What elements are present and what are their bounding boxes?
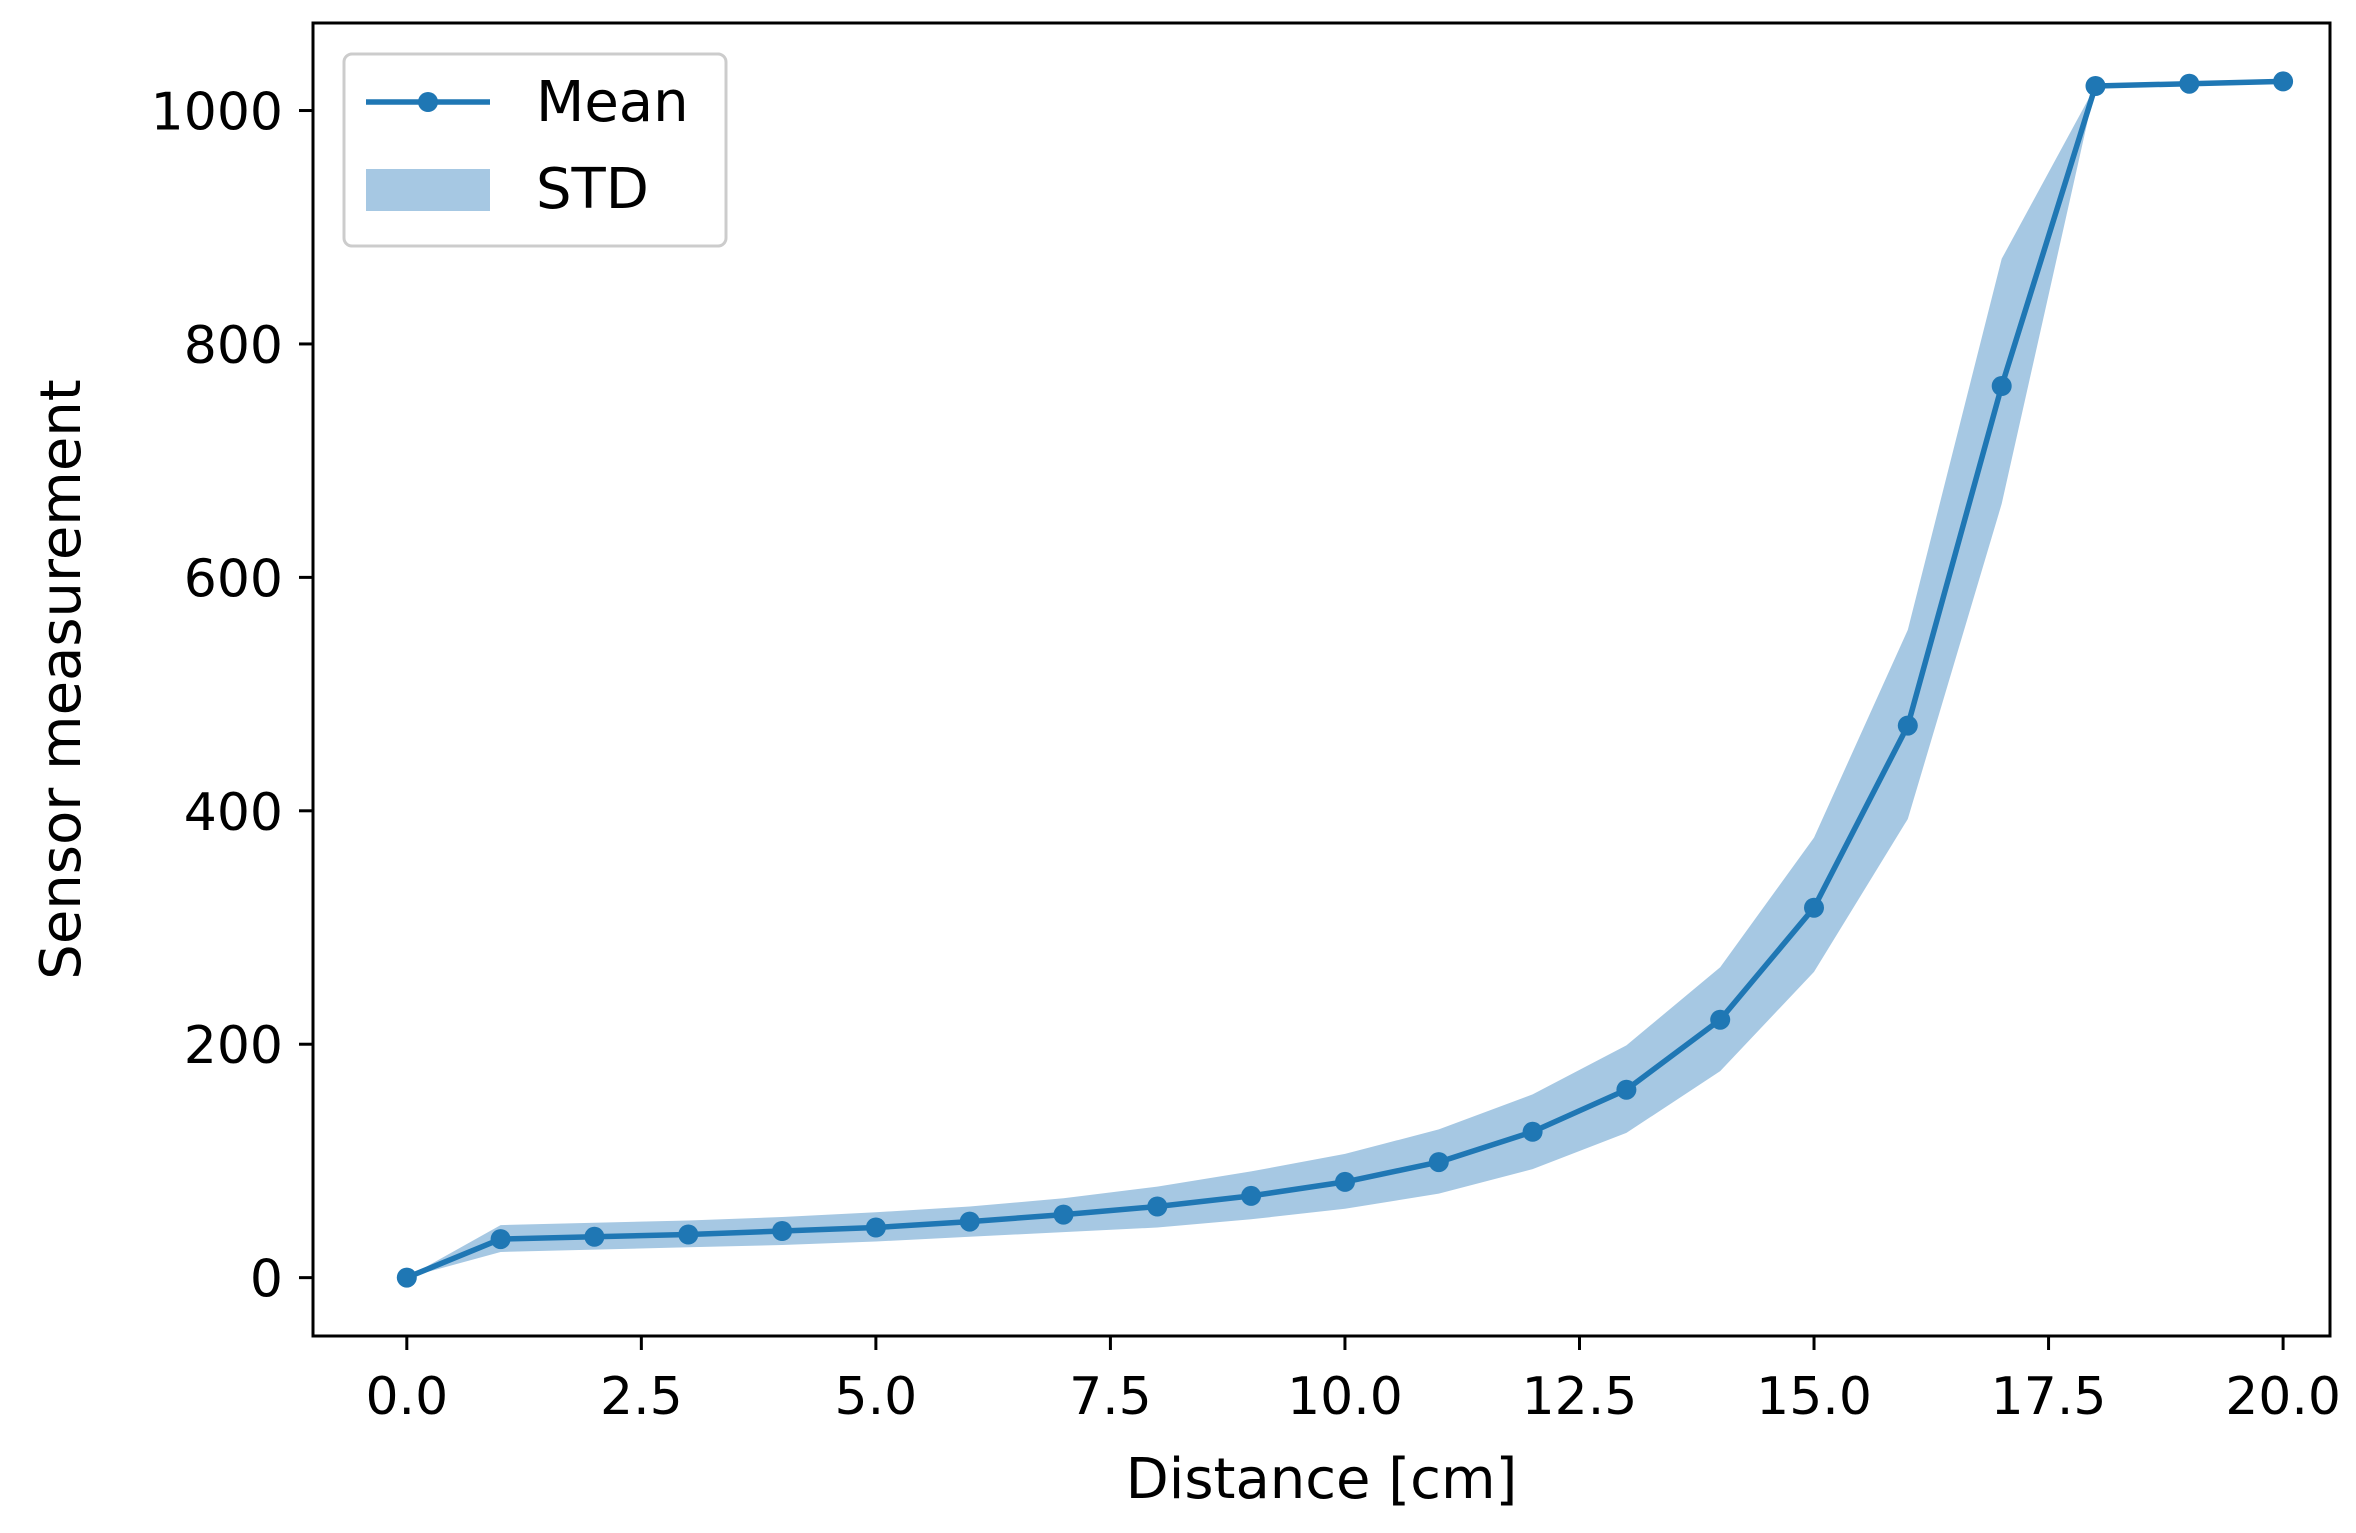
mean-point-6: [959, 1211, 980, 1232]
x-tick-label-0: 0.0: [365, 1367, 448, 1427]
mean-point-10: [1335, 1171, 1355, 1192]
legend-std-swatch: [366, 169, 490, 211]
legend-label-std: STD: [536, 157, 649, 222]
x-tick-label-2: 5.0: [835, 1367, 918, 1427]
mean-point-5: [865, 1217, 886, 1238]
y-tick-label-5: 1000: [151, 83, 283, 143]
mean-point-1: [490, 1229, 511, 1250]
mean-point-17: [1991, 376, 2012, 396]
axes-layer: 0.0 2.5 5.0 7.5 10.0 12.5 15.0 17.5 20.0 0 200 400 6…: [29, 21, 2341, 1512]
plot-frame: [311, 21, 2332, 1338]
mean-point-18: [2085, 76, 2106, 96]
x-tick-label-1: 2.5: [600, 1367, 683, 1427]
x-axis-label: Distance [cm]: [1126, 1447, 1518, 1512]
y-tick-label-1: 200: [184, 1016, 283, 1076]
y-tick-label-2: 400: [184, 783, 283, 843]
y-axis-label: Sensor measurement: [29, 379, 94, 979]
x-tick-label-7: 17.5: [1991, 1367, 2107, 1427]
y-tick-label-0: 0: [250, 1250, 283, 1310]
mean-line-layer: [396, 71, 2294, 1288]
mean-point-2: [584, 1226, 605, 1247]
legend: Mean STD: [342, 52, 728, 248]
y-tick-label-3: 600: [184, 549, 283, 609]
std-band-layer: [406, 81, 2284, 1278]
mean-point-8: [1147, 1196, 1168, 1217]
mean-point-3: [678, 1224, 699, 1245]
mean-point-0: [396, 1267, 417, 1288]
mean-point-12: [1522, 1121, 1543, 1142]
mean-point-13: [1616, 1079, 1637, 1100]
mean-point-14: [1710, 1009, 1731, 1030]
mean-point-7: [1053, 1204, 1074, 1225]
mean-point-9: [1241, 1185, 1262, 1206]
x-tick-label-3: 7.5: [1069, 1367, 1152, 1427]
y-tick-label-4: 800: [184, 316, 283, 376]
x-tick-label-6: 15.0: [1756, 1367, 1872, 1427]
legend-mean-marker-swatch: [418, 92, 438, 112]
legend-label-mean: Mean: [536, 70, 689, 135]
mean-point-4: [772, 1221, 793, 1241]
x-tick-label-5: 12.5: [1522, 1367, 1638, 1427]
std-band: [406, 81, 2284, 1278]
mean-point-19: [2179, 73, 2200, 94]
x-tick-label-8: 20.0: [2225, 1367, 2341, 1427]
mean-point-20: [2273, 71, 2294, 92]
mean-point-15: [1804, 897, 1824, 918]
x-tick-label-4: 10.0: [1287, 1367, 1403, 1427]
mean-point-16: [1897, 715, 1918, 736]
mean-point-11: [1428, 1152, 1449, 1173]
